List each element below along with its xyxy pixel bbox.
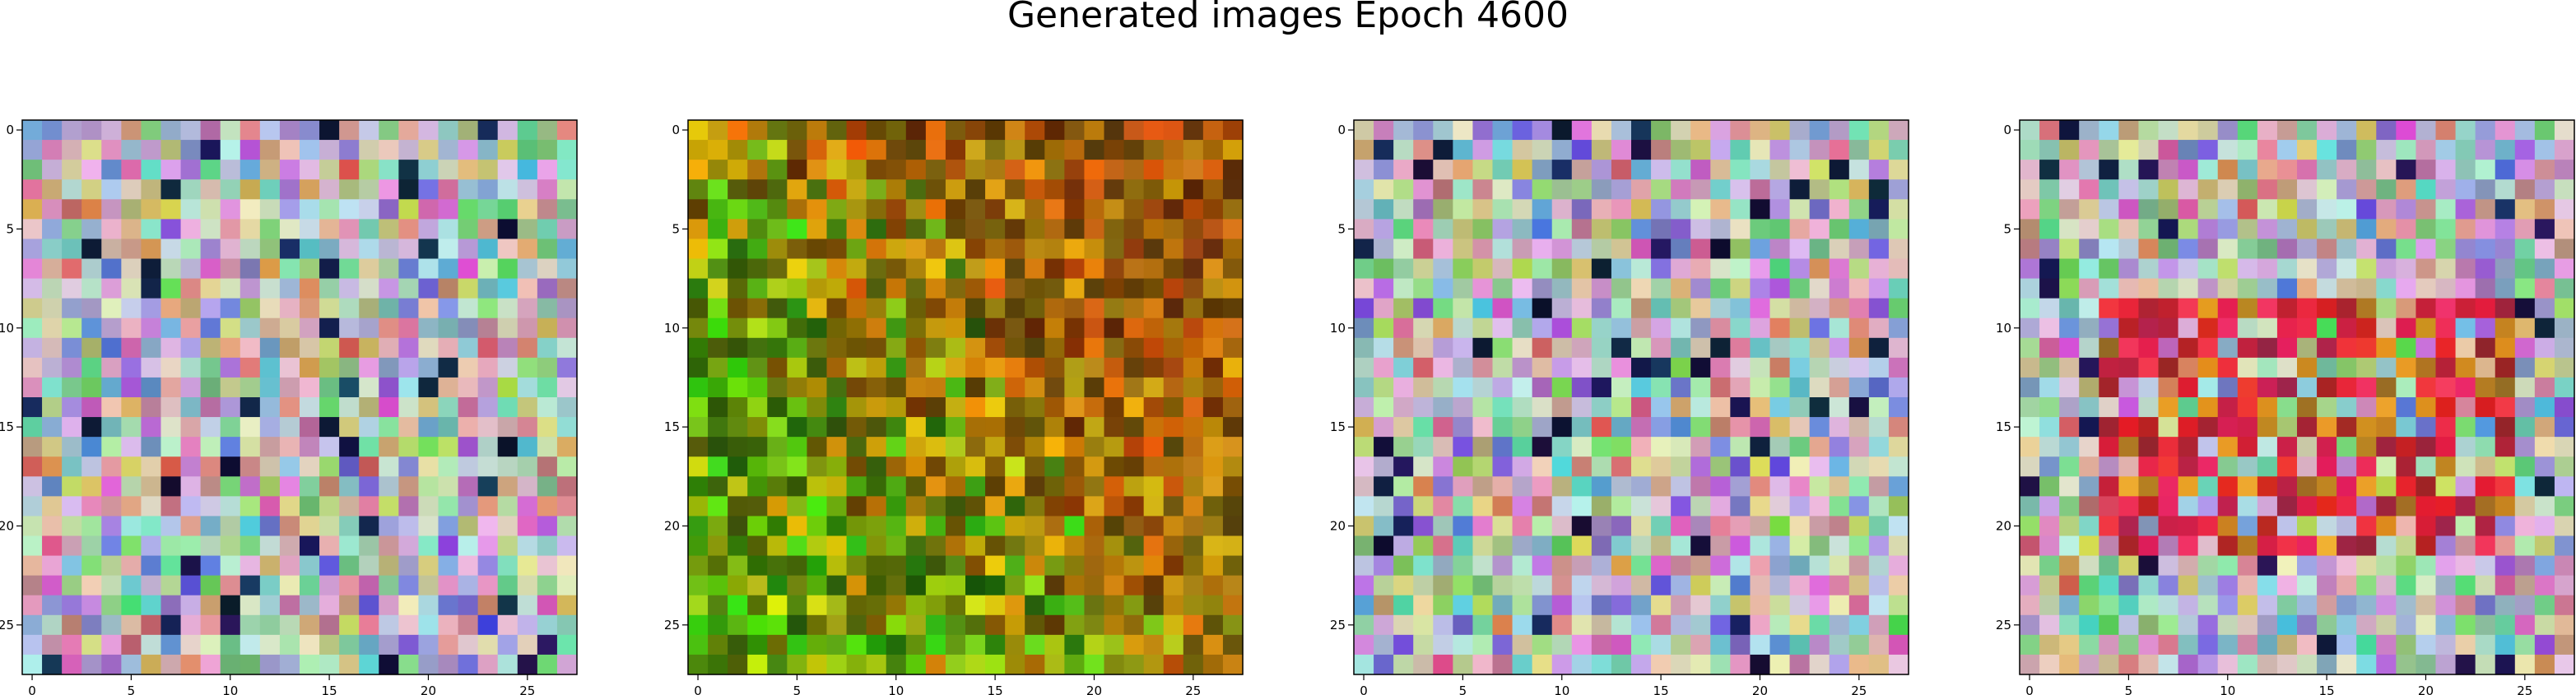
y-tick-label: 25: [664, 618, 680, 632]
x-tick-label: 10: [2220, 683, 2235, 695]
x-tick-label: 0: [28, 683, 36, 695]
x-tick-label: 5: [2125, 683, 2133, 695]
x-tick-label: 0: [1360, 683, 1368, 695]
x-tick-label: 5: [793, 683, 802, 695]
y-tick-label: 10: [1996, 321, 2011, 336]
x-tick-label: 15: [1653, 683, 1669, 695]
y-tick-label: 10: [664, 321, 680, 336]
y-tick-label: 0: [6, 123, 14, 137]
y-tick-label: 25: [1330, 618, 1346, 632]
figure-title: Generated images Epoch 4600: [1007, 0, 1569, 36]
image-panels: 0 5 10 15 20 25 0 5 10 15 20 25 0 5 10 15 20 25 0 5 10 15 20 25…: [0, 119, 2575, 695]
y-tick-label: 5: [1337, 221, 1346, 236]
y-tick-label: 20: [1330, 518, 1346, 533]
y-tick-label: 20: [664, 518, 680, 533]
x-tick-label: 25: [1851, 683, 1867, 695]
y-tick-label: 0: [672, 123, 680, 137]
x-tick-label: 10: [1554, 683, 1569, 695]
axes-frame: [2019, 119, 2575, 675]
x-tick-label: 20: [1752, 683, 1768, 695]
y-tick-label: 20: [1996, 518, 2011, 533]
y-tick-label: 15: [1996, 419, 2011, 434]
y-tick-label: 5: [672, 221, 680, 236]
axes-frame: [687, 119, 1244, 675]
x-tick-label: 25: [2517, 683, 2532, 695]
x-tick-label: 20: [2418, 683, 2434, 695]
y-tick-label: 25: [1996, 618, 2011, 632]
x-tick-label: 15: [988, 683, 1003, 695]
y-tick-label: 0: [1337, 123, 1346, 137]
x-tick-label: 5: [128, 683, 136, 695]
y-tick-label: 10: [0, 321, 14, 336]
y-tick-label: 5: [2003, 221, 2011, 236]
generated-image-4: 0 5 10 15 20 25 0 5 10 15 20 25: [1996, 119, 2575, 695]
generated-image-2: 0 5 10 15 20 25 0 5 10 15 20 25: [664, 119, 1244, 695]
y-tick-label: 15: [1330, 419, 1346, 434]
x-tick-label: 25: [519, 683, 535, 695]
x-tick-label: 15: [322, 683, 337, 695]
x-tick-label: 5: [1459, 683, 1467, 695]
x-tick-label: 20: [1086, 683, 1102, 695]
y-tick-label: 0: [2003, 123, 2011, 137]
x-tick-label: 25: [1185, 683, 1201, 695]
generated-image-1: 0 5 10 15 20 25 0 5 10 15 20 25: [0, 119, 578, 695]
x-tick-label: 0: [694, 683, 702, 695]
axes-frame: [1353, 119, 1909, 675]
x-tick-label: 10: [222, 683, 238, 695]
y-tick-label: 15: [664, 419, 680, 434]
y-tick-label: 10: [1330, 321, 1346, 336]
y-tick-label: 20: [0, 518, 14, 533]
x-tick-label: 0: [2025, 683, 2034, 695]
y-tick-label: 5: [6, 221, 14, 236]
y-tick-label: 25: [0, 618, 14, 632]
y-tick-label: 15: [0, 419, 14, 434]
generated-image-3: 0 5 10 15 20 25 0 5 10 15 20 25: [1330, 119, 1909, 695]
x-tick-label: 15: [2319, 683, 2335, 695]
x-tick-label: 20: [421, 683, 436, 695]
x-tick-label: 10: [888, 683, 904, 695]
axes-frame: [21, 119, 578, 675]
